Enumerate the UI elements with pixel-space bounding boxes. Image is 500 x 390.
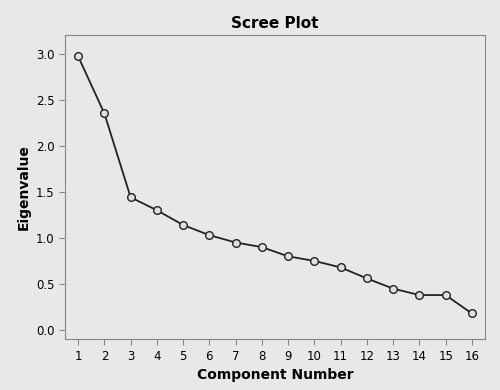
Y-axis label: Eigenvalue: Eigenvalue (16, 144, 30, 230)
X-axis label: Component Number: Component Number (196, 368, 354, 382)
Title: Scree Plot: Scree Plot (231, 16, 319, 31)
